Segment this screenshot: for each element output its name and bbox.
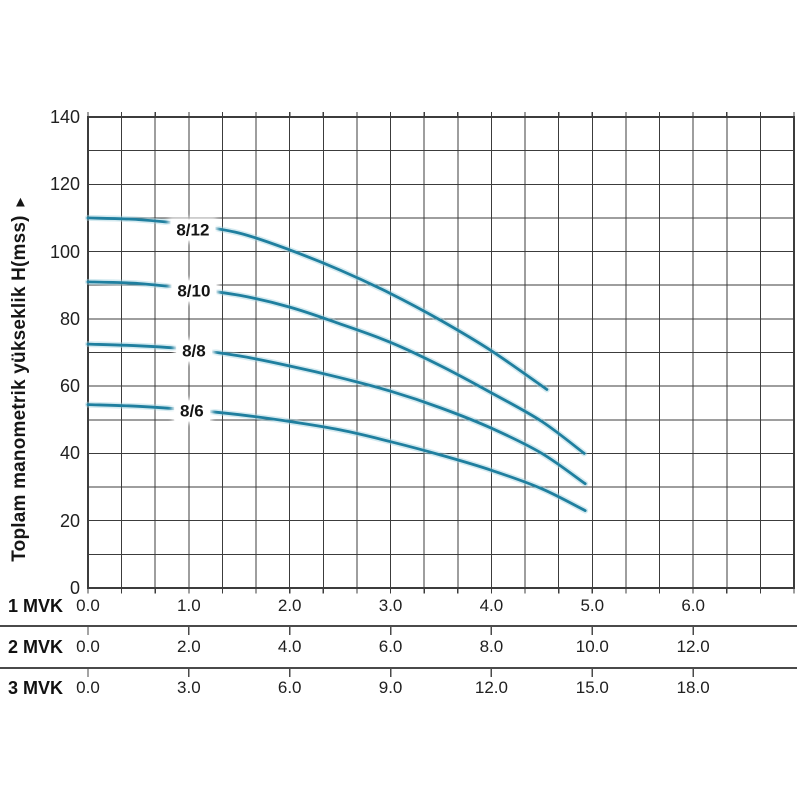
curve-8/6 — [86, 403, 587, 512]
y-axis-title-text: Toplam manometrik yükseklik H(mss) — [9, 215, 30, 562]
curve-halo-8/12 — [85, 214, 550, 393]
curve-halo-8/6 — [85, 401, 589, 514]
curve-8/8 — [86, 342, 587, 486]
up-arrow-icon: ▲ — [12, 193, 29, 211]
curve-8/12 — [86, 216, 549, 391]
y-axis-title: Toplam manometrik yükseklik H(mss) ▲ — [9, 193, 31, 562]
plot-border — [87, 116, 795, 589]
